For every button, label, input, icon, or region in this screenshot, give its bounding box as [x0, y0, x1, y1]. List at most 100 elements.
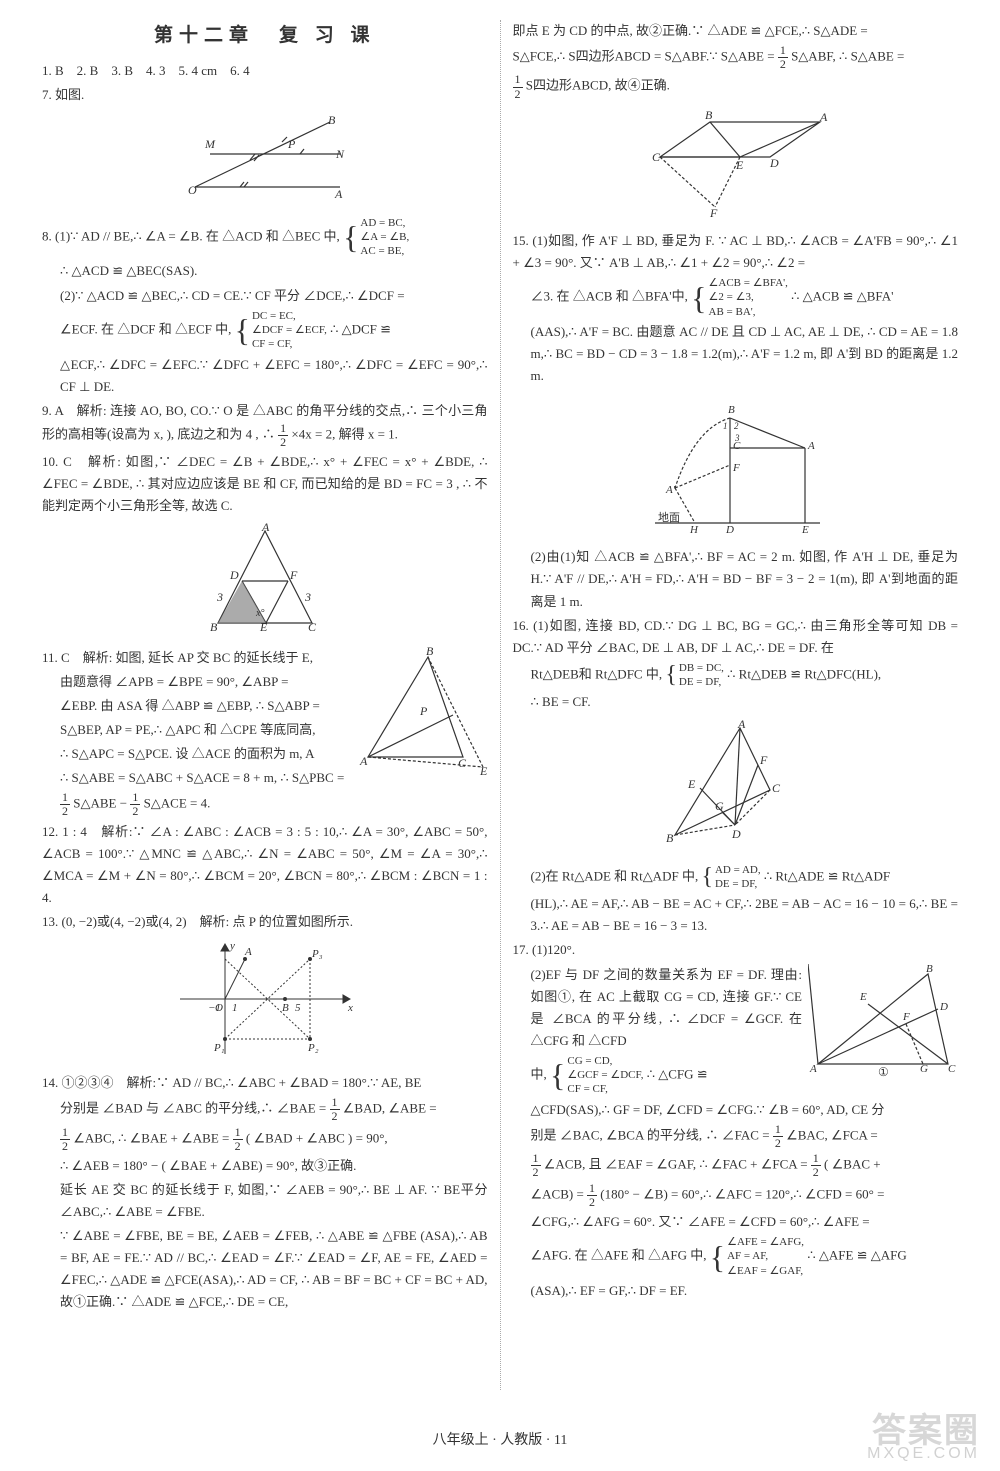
text: ∠ACB) = — [531, 1186, 588, 1201]
fraction: 12 — [587, 1182, 597, 1209]
fraction: 12 — [773, 1123, 783, 1150]
svg-text:C: C — [772, 781, 781, 795]
text: ∠ACB, 且 ∠EAF = ∠GAF, ∴ ∠FAC + ∠FCA = — [544, 1157, 811, 1172]
q12: 12. 1 : 4 解析:∵ ∠A : ∠ABC : ∠ACB = 3 : 5 … — [42, 821, 488, 909]
svg-text:D: D — [229, 568, 239, 582]
svg-text:N: N — [335, 147, 345, 161]
fraction: 12 — [778, 44, 788, 71]
fraction: 12 — [811, 1152, 821, 1179]
q14c-3: 12 S四边形ABCD, 故④正确. — [513, 73, 959, 100]
svg-text:M: M — [204, 137, 216, 151]
fraction: 12 — [513, 73, 523, 100]
svg-text:A: A — [809, 1063, 817, 1075]
q8-3: △ECF,∴ ∠DFC = ∠EFC.∵ ∠DFC + ∠EFC = 180°,… — [42, 354, 488, 398]
q13-figure: xy −1O1 B5 AP₃ P₁P₂ — [42, 939, 488, 1066]
text: 9. A 解析: 连接 AO, BO, CO.∵ O 是 △ABC 的角平分线的… — [42, 403, 488, 442]
brace-line: ∠EAF = ∠GAF, — [727, 1265, 803, 1277]
q15-2: ∠3. 在 △ACB 和 △BFA'中, { ∠ACB = ∠BFA', ∠2 … — [513, 276, 959, 319]
svg-text:1: 1 — [723, 421, 728, 431]
brace-line: ∠ACB = ∠BFA', — [709, 277, 788, 289]
text: ∠ECF. 在 △DCF 和 △ECF 中, — [60, 321, 235, 336]
q13-text: 13. (0, −2)或(4, −2)或(4, 2) 解析: 点 P 的位置如图… — [42, 911, 488, 933]
svg-text:A: A — [737, 720, 746, 731]
text: ∠BAC, ∠FCA = — [786, 1128, 878, 1143]
q10-figure: ABC DFE 33 x° — [42, 523, 488, 640]
svg-text:①: ① — [878, 1065, 889, 1079]
brace-line: ∠2 = ∠3, — [709, 291, 754, 303]
text: (2)在 Rt△ADE 和 Rt△ADF 中, — [531, 868, 702, 883]
q8-1-tail: ∴ △ACD ≌ △BEC(SAS). — [42, 260, 488, 282]
svg-text:C: C — [948, 1063, 956, 1075]
svg-text:H: H — [689, 524, 699, 533]
svg-text:G: G — [920, 1063, 928, 1075]
q8-2b: ∠ECF. 在 △DCF 和 △ECF 中, { DC = EC, ∠DCF =… — [42, 309, 488, 352]
q17-8: ∠CFG,∴ ∠AFG = 60°. 又∵ ∠AFE = ∠CFD = 60°,… — [513, 1211, 959, 1233]
fraction: 12 — [233, 1126, 243, 1153]
svg-text:3: 3 — [304, 590, 311, 604]
q17-5: 别是 ∠BAC, ∠BCA 的平分线, ∴ ∠FAC = 12 ∠BAC, ∠F… — [513, 1123, 959, 1150]
text: ∴ △ACB ≌ △BFA' — [791, 289, 893, 304]
svg-text:E: E — [859, 991, 867, 1003]
svg-text:F: F — [759, 753, 768, 767]
text: S四边形ABCD, 故④正确. — [526, 78, 670, 93]
svg-text:1: 1 — [232, 1002, 238, 1014]
q17-1: 17. (1)120°. — [513, 939, 959, 961]
text: S△ABF, ∴ S△ABE = — [791, 49, 904, 64]
svg-text:B: B — [666, 831, 674, 845]
q15-1: 15. (1)如图, 作 A'F ⊥ BD, 垂足为 F. ∵ AC ⊥ BD,… — [513, 230, 959, 274]
watermark-sub: MXQE.COM — [867, 1440, 980, 1467]
svg-text:P₁: P₁ — [213, 1042, 225, 1054]
svg-text:D: D — [731, 827, 741, 841]
text: ∴ △CFG ≌ — [647, 1066, 708, 1081]
text: S△FCE,∴ S四边形ABCD = S△ABF.∵ S△ABE = — [513, 49, 778, 64]
svg-text:O: O — [215, 1002, 223, 1014]
q8-2-brace: { DC = EC, ∠DCF = ∠ECF, CF = CF, — [235, 309, 327, 352]
svg-text:A: A — [244, 946, 252, 958]
svg-text:地面: 地面 — [658, 511, 680, 524]
text: ∴ △AFE ≌ △AFG — [807, 1248, 906, 1263]
svg-text:A: A — [819, 110, 828, 124]
svg-text:C: C — [652, 150, 661, 164]
svg-text:P₂: P₂ — [307, 1042, 319, 1054]
fraction: 12 — [60, 791, 70, 818]
brace-line: ∠DCF = ∠ECF, — [252, 324, 327, 336]
fraction: 12 — [330, 1096, 340, 1123]
q17-figure: ABC DE FG ① — [808, 964, 958, 1086]
q8-1: 8. (1)∵ AD // BE,∴ ∠A = ∠B. 在 △ACD 和 △BE… — [42, 216, 488, 259]
q7-figure: OA MN PB — [42, 112, 488, 209]
svg-text:A: A — [261, 523, 270, 534]
svg-text:3: 3 — [216, 590, 223, 604]
svg-text:B: B — [328, 113, 336, 127]
q17-10: (ASA),∴ EF = GF,∴ DF = EF. — [513, 1280, 959, 1302]
q10-text: 10. C 解析: 如图,∵ ∠DEC = ∠B + ∠BDE,∴ x° + ∠… — [42, 451, 488, 517]
svg-text:E: E — [259, 620, 268, 633]
svg-text:E: E — [735, 158, 744, 172]
svg-text:x: x — [347, 1002, 353, 1014]
text: Rt△DEB和 Rt△DFC 中, — [531, 666, 666, 681]
q17-block: ABC DE FG ① (2)EF 与 DF 之间的数量关系为 EF = DF.… — [513, 964, 959, 1099]
q17-brace: { CG = CD, ∠GCF = ∠DCF, CF = CF, — [550, 1054, 643, 1097]
text: 分别是 ∠BAD 与 ∠ABC 的平分线,∴ ∠BAE = — [60, 1101, 330, 1116]
brace-line: ∠A = ∠B, — [360, 231, 409, 243]
svg-text:B: B — [705, 108, 713, 122]
brace-line: CG = CD, — [567, 1055, 612, 1067]
brace-line: AB = BA', — [709, 306, 756, 318]
svg-text:5: 5 — [295, 1002, 301, 1014]
q14c-1: 即点 E 为 CD 的中点, 故②正确.∵ △ADE ≌ △FCE,∴ S△AD… — [513, 20, 959, 42]
page-footer: 八年级上 · 人教版 · 11 — [30, 1429, 970, 1453]
svg-text:A': A' — [665, 484, 676, 496]
brace-line: AD = BC, — [360, 217, 405, 229]
q15-4: (2)由(1)知 △ACB ≌ △BFA',∴ BF = AC = 2 m. 如… — [513, 546, 959, 612]
svg-text:C: C — [308, 620, 317, 633]
svg-text:2: 2 — [734, 421, 739, 431]
brace-line: AD = AD, — [715, 864, 761, 876]
svg-text:B: B — [426, 647, 434, 658]
brace-line: CF = CF, — [567, 1083, 607, 1095]
svg-text:x°: x° — [255, 608, 264, 619]
text: S△ABE − — [73, 796, 130, 811]
q14c-2: S△FCE,∴ S四边形ABCD = S△ABF.∵ S△ABE = 12 S△… — [513, 44, 959, 71]
brace-line: DB = DC, — [679, 662, 724, 674]
brace-line: DE = DF, — [715, 878, 757, 890]
q16-1: 16. (1)如图, 连接 BD, CD.∵ DG ⊥ BC, BG = GC,… — [513, 615, 959, 659]
svg-text:O: O — [188, 183, 197, 197]
